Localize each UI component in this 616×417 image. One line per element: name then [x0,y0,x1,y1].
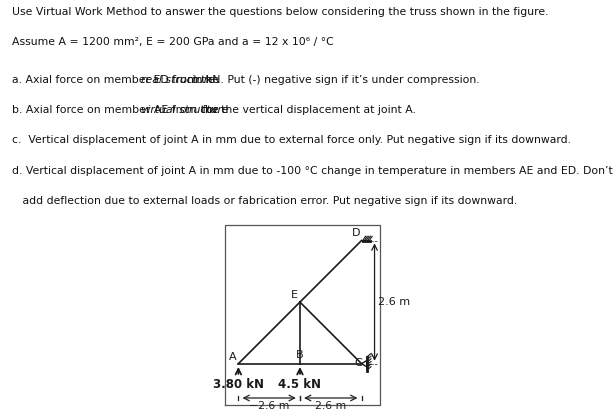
Text: 2.6 m: 2.6 m [315,401,346,411]
Text: −2.6 m: −2.6 m [249,401,290,411]
Text: C: C [354,358,362,368]
Text: Use Virtual Work Method to answer the questions below considering the truss show: Use Virtual Work Method to answer the qu… [12,7,549,17]
Text: add deflection due to external loads or fabrication error. Put negative sign if : add deflection due to external loads or … [12,196,517,206]
Text: in kN. Put (-) negative sign if it’s under compression.: in kN. Put (-) negative sign if it’s und… [189,75,480,85]
Text: real structure: real structure [140,75,214,85]
Text: virtual structure: virtual structure [140,105,229,115]
Text: 2.6 m: 2.6 m [378,297,410,307]
Text: A: A [229,352,237,362]
Text: D: D [352,228,360,238]
Text: Assume A = 1200 mm², E = 200 GPa and a = 12 x 10⁶ / °C: Assume A = 1200 mm², E = 200 GPa and a =… [12,38,334,48]
Text: b. Axial force on member AE from the: b. Axial force on member AE from the [12,105,222,115]
Text: d. Vertical displacement of joint A in mm due to -100 °C change in temperature i: d. Vertical displacement of joint A in m… [12,166,613,176]
Text: 4.5 kN: 4.5 kN [278,378,322,391]
Text: c.  Vertical displacement of joint A in mm due to external force only. Put negat: c. Vertical displacement of joint A in m… [12,136,571,146]
Text: B: B [296,350,304,360]
Text: for the vertical displacement at joint A.: for the vertical displacement at joint A… [200,105,416,115]
Text: E: E [291,290,298,300]
Text: a. Axial force on member ED from the: a. Axial force on member ED from the [12,75,223,85]
Text: 3.80 kN: 3.80 kN [213,378,264,391]
